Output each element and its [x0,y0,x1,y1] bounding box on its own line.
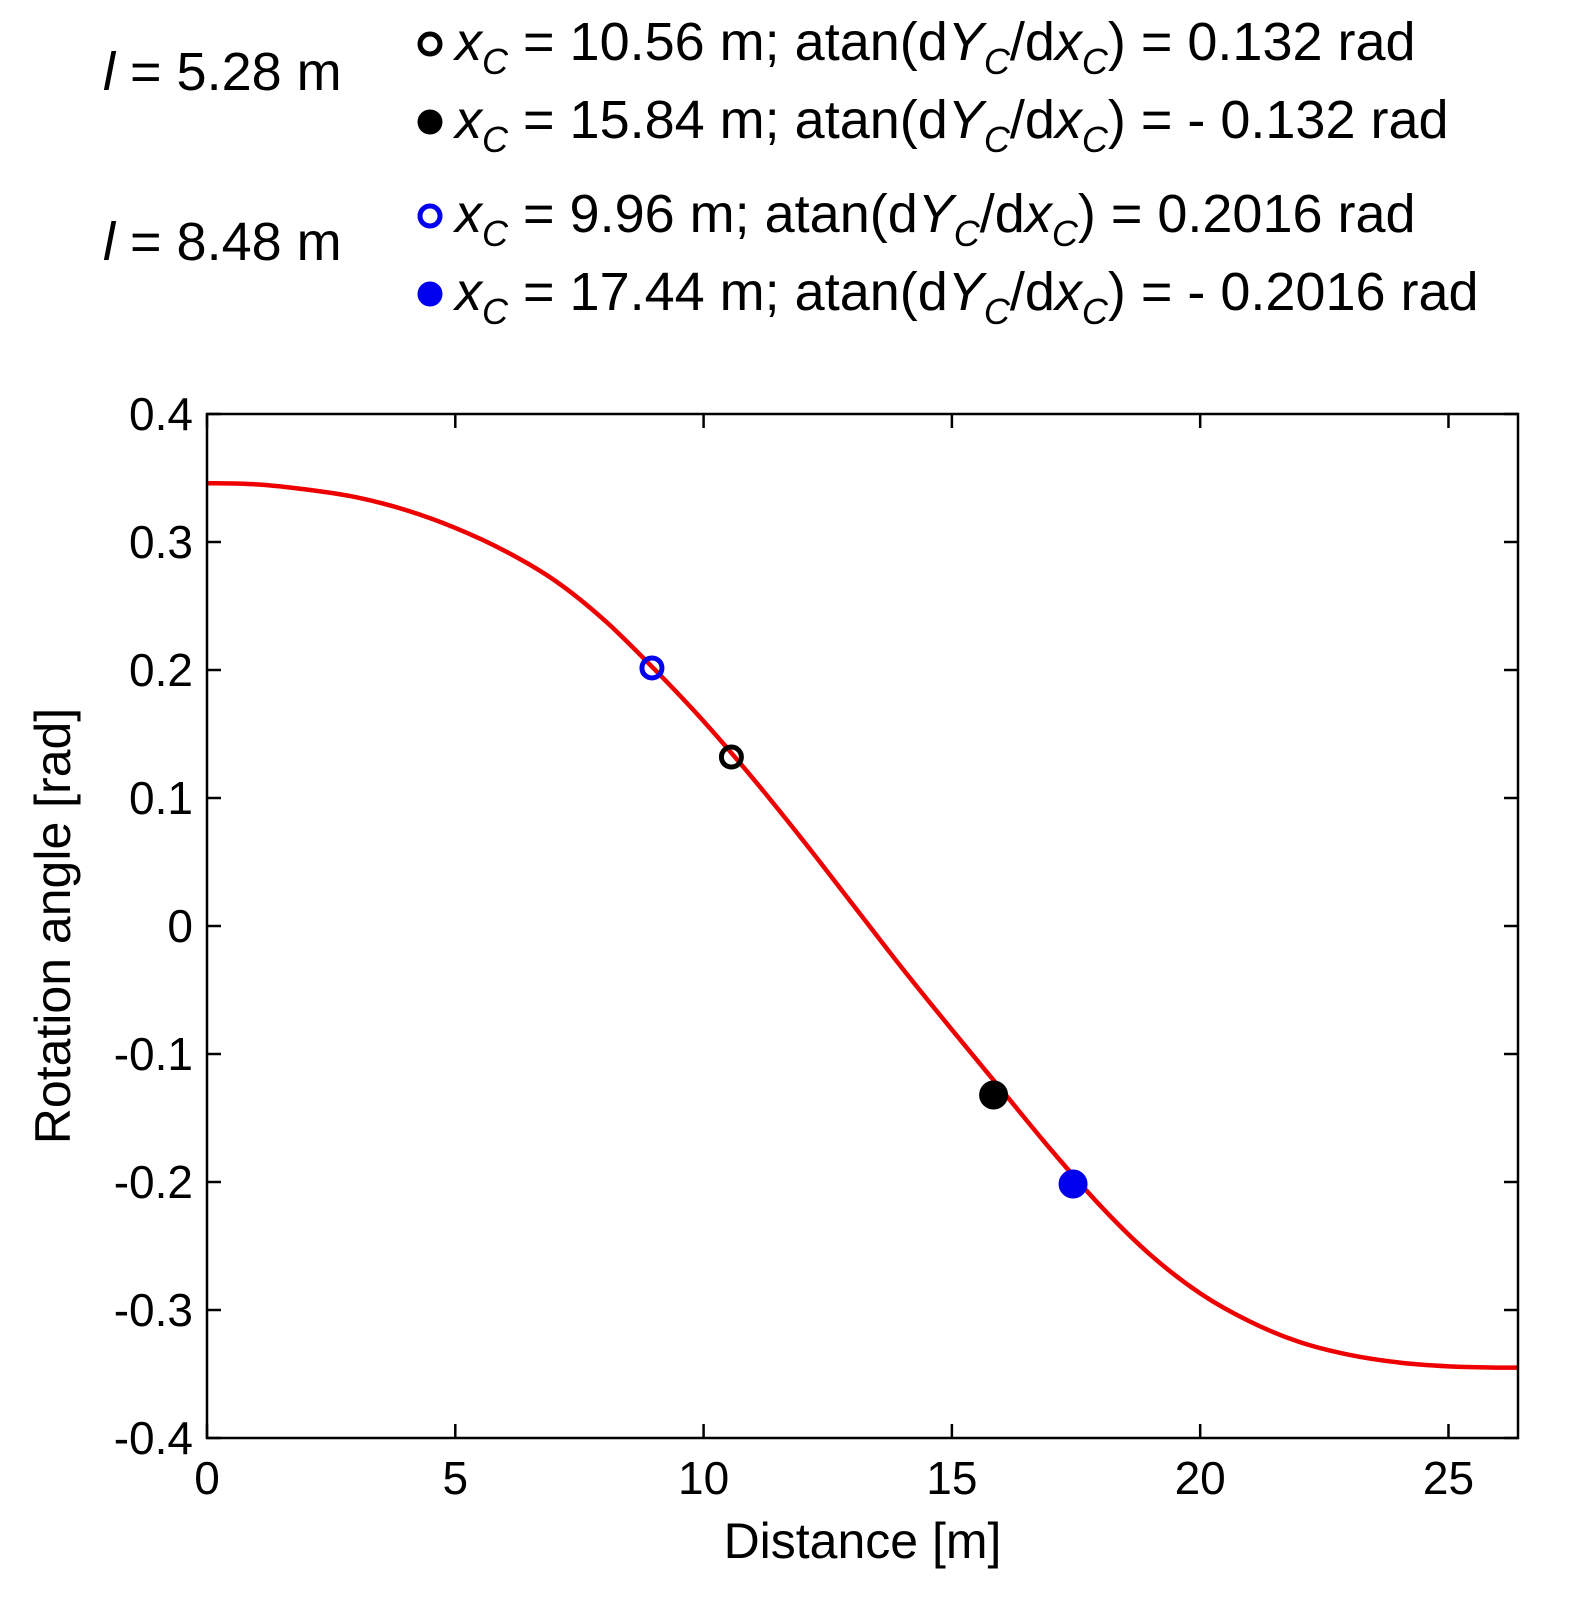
legend-marker-icon [417,281,443,307]
legend-marker-icon [417,109,443,135]
data-marker [639,655,665,681]
y-tick-label: 0.3 [129,516,193,568]
legend-entry-text: xC = 10.56 m; atan(dYC/dxC) = 0.132 rad [452,12,1416,82]
y-tick-label: -0.3 [114,1284,193,1336]
y-axis-label: Rotation angle [rad] [25,708,81,1144]
legend-entry-text: xC = 9.96 m; atan(dYC/dxC) = 0.2016 rad [452,184,1416,254]
y-tick-label: 0 [167,900,193,952]
legend-group-label: l = 5.28 m [103,42,342,102]
plot-frame [205,412,1520,1440]
plot-frame-layer [205,412,1520,1440]
y-tick-label: -0.4 [114,1412,193,1464]
x-tick-label: 10 [678,1452,729,1504]
data-marker [718,744,744,770]
rotation-angle-curve [206,480,1519,1370]
y-tick-label: 0.4 [129,388,193,440]
plot-axes: 0 5 10 15 20 25 -0.4 -0.3 -0.2 -0.1 0 0.1 0.2 0.3 0.4 D… [25,388,1518,1569]
y-tick-label: 0.2 [129,644,193,696]
legend: l = 5.28 m xC = 10.56 m; atan(dYC/dxC) = … [103,12,1479,332]
curve-layer [206,480,1519,1370]
legend-entry-text: xC = 17.44 m; atan(dYC/dxC) = - 0.2016 r… [452,262,1479,332]
x-axis-label: Distance [m] [724,1513,1002,1569]
y-tick-label: 0.1 [129,772,193,824]
data-marker [1058,1169,1088,1199]
legend-marker-icon [417,203,443,229]
x-tick-label: 15 [926,1452,977,1504]
legend-entry-text: xC = 15.84 m; atan(dYC/dxC) = - 0.132 ra… [452,90,1449,160]
x-tick-label: 5 [442,1452,468,1504]
y-tick-label: -0.2 [114,1156,193,1208]
x-tick-label: 25 [1423,1452,1474,1504]
y-tick-label: -0.1 [114,1028,193,1080]
marker-layer [639,655,1088,1199]
legend-marker-icon [417,31,443,57]
legend-group-label: l = 8.48 m [103,212,342,272]
x-tick-label: 20 [1175,1452,1226,1504]
x-tick-label: 0 [194,1452,220,1504]
data-marker [979,1080,1009,1110]
